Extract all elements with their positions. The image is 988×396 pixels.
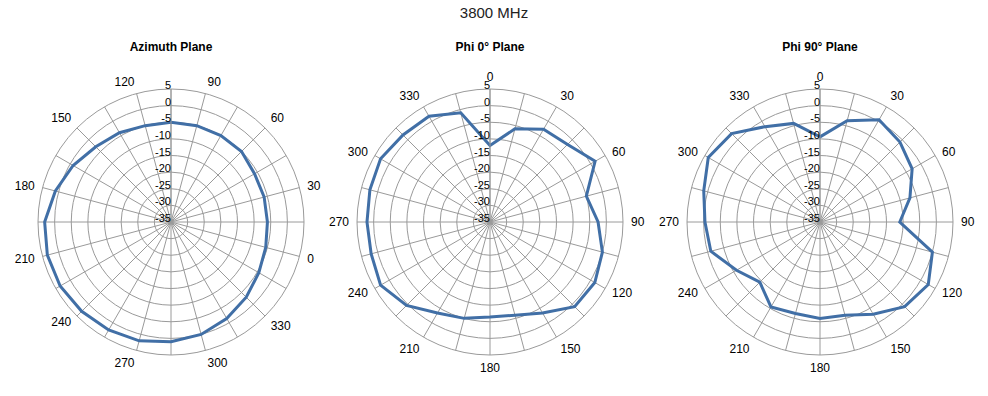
svg-text:-15: -15: [804, 146, 820, 158]
svg-text:240: 240: [348, 286, 368, 300]
svg-text:-25: -25: [474, 179, 490, 191]
svg-text:0: 0: [307, 252, 314, 266]
svg-text:300: 300: [207, 356, 227, 370]
svg-text:90: 90: [961, 215, 975, 229]
svg-text:-30: -30: [155, 195, 171, 207]
svg-text:330: 330: [399, 89, 419, 103]
svg-text:5: 5: [165, 79, 171, 91]
svg-text:-5: -5: [480, 112, 490, 124]
svg-text:-35: -35: [804, 212, 820, 224]
svg-text:180: 180: [15, 179, 35, 193]
svg-text:60: 60: [942, 145, 956, 159]
svg-text:150: 150: [561, 342, 581, 356]
svg-text:-5: -5: [810, 112, 820, 124]
svg-text:-20: -20: [155, 162, 171, 174]
svg-text:300: 300: [348, 145, 368, 159]
svg-text:-5: -5: [161, 112, 171, 124]
svg-text:0: 0: [814, 96, 820, 108]
html-text:Phi 0° Plane: Phi 0° Plane: [455, 40, 525, 54]
svg-text:90: 90: [207, 75, 221, 89]
svg-text:270: 270: [329, 215, 349, 229]
svg-text:210: 210: [729, 342, 749, 356]
svg-text:-35: -35: [155, 212, 171, 224]
svg-text:-30: -30: [474, 195, 490, 207]
svg-text:180: 180: [480, 361, 500, 375]
svg-text:330: 330: [271, 319, 291, 333]
svg-text:-10: -10: [155, 129, 171, 141]
svg-text:0: 0: [816, 70, 824, 84]
svg-text:-25: -25: [804, 179, 820, 191]
html-text:3800 MHz: 3800 MHz: [459, 4, 529, 21]
svg-text:-35: -35: [474, 212, 490, 224]
html-text:Azimuth Plane: Azimuth Plane: [129, 40, 213, 54]
svg-text:240: 240: [51, 315, 71, 329]
svg-text:30: 30: [891, 89, 905, 103]
svg-text:-15: -15: [474, 146, 490, 158]
svg-text:-20: -20: [804, 162, 820, 174]
svg-text:120: 120: [114, 75, 134, 89]
svg-text:-25: -25: [155, 179, 171, 191]
svg-text:0: 0: [486, 70, 494, 84]
svg-text:5: 5: [814, 79, 820, 91]
svg-text:210: 210: [15, 252, 35, 266]
svg-text:-20: -20: [474, 162, 490, 174]
svg-text:180: 180: [810, 361, 830, 375]
svg-text:270: 270: [659, 215, 679, 229]
html-text:Phi 90° Plane: Phi 90° Plane: [782, 40, 858, 54]
svg-text:90: 90: [631, 215, 645, 229]
svg-text:240: 240: [678, 286, 698, 300]
svg-text:120: 120: [942, 286, 962, 300]
svg-text:0: 0: [484, 96, 490, 108]
svg-text:60: 60: [612, 145, 626, 159]
svg-text:60: 60: [271, 111, 285, 125]
svg-text:-15: -15: [155, 146, 171, 158]
svg-text:150: 150: [891, 342, 911, 356]
svg-text:120: 120: [612, 286, 632, 300]
svg-text:210: 210: [399, 342, 419, 356]
svg-text:5: 5: [484, 79, 490, 91]
svg-text:30: 30: [307, 179, 321, 193]
svg-text:-10: -10: [804, 129, 820, 141]
svg-text:0: 0: [165, 96, 171, 108]
svg-text:300: 300: [678, 145, 698, 159]
svg-text:270: 270: [114, 356, 134, 370]
svg-text:30: 30: [561, 89, 575, 103]
svg-text:150: 150: [51, 111, 71, 125]
svg-text:330: 330: [729, 89, 749, 103]
svg-text:-10: -10: [474, 129, 490, 141]
svg-text:-30: -30: [804, 195, 820, 207]
